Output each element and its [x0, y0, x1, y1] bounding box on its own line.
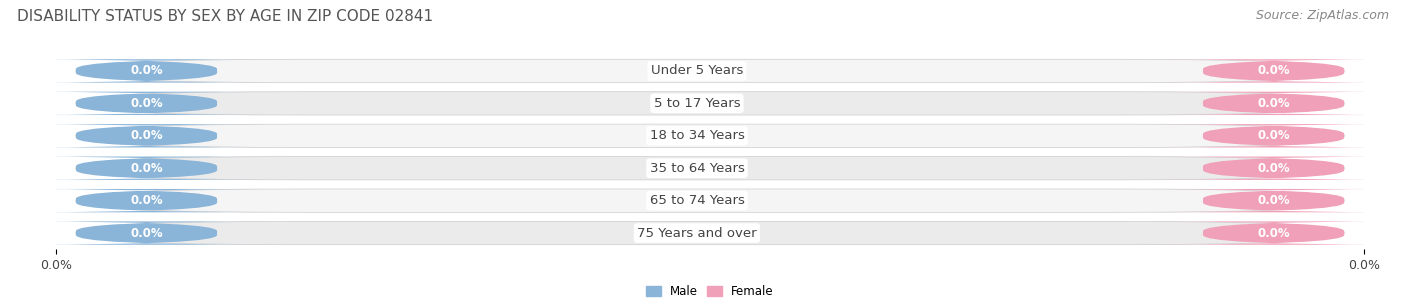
FancyBboxPatch shape: [21, 189, 271, 212]
FancyBboxPatch shape: [1149, 124, 1399, 147]
FancyBboxPatch shape: [21, 92, 271, 115]
FancyBboxPatch shape: [1149, 157, 1399, 180]
FancyBboxPatch shape: [76, 189, 1344, 212]
Text: 0.0%: 0.0%: [1257, 194, 1289, 207]
Text: 35 to 64 Years: 35 to 64 Years: [650, 162, 744, 175]
FancyBboxPatch shape: [76, 157, 1344, 180]
Text: DISABILITY STATUS BY SEX BY AGE IN ZIP CODE 02841: DISABILITY STATUS BY SEX BY AGE IN ZIP C…: [17, 9, 433, 24]
Text: 0.0%: 0.0%: [131, 129, 163, 142]
Legend: Male, Female: Male, Female: [647, 285, 773, 298]
FancyBboxPatch shape: [21, 59, 271, 83]
FancyBboxPatch shape: [1149, 189, 1399, 212]
Text: 0.0%: 0.0%: [131, 64, 163, 78]
Text: 0.0%: 0.0%: [1257, 64, 1289, 78]
Text: 0.0%: 0.0%: [131, 97, 163, 110]
Text: Under 5 Years: Under 5 Years: [651, 64, 744, 78]
Text: 65 to 74 Years: 65 to 74 Years: [650, 194, 744, 207]
Text: 0.0%: 0.0%: [1257, 162, 1289, 175]
FancyBboxPatch shape: [1149, 221, 1399, 245]
Text: 0.0%: 0.0%: [1257, 226, 1289, 240]
Text: 0.0%: 0.0%: [131, 194, 163, 207]
FancyBboxPatch shape: [1149, 92, 1399, 115]
FancyBboxPatch shape: [76, 59, 1344, 83]
Text: Source: ZipAtlas.com: Source: ZipAtlas.com: [1256, 9, 1389, 22]
Text: 75 Years and over: 75 Years and over: [637, 226, 756, 240]
Text: 5 to 17 Years: 5 to 17 Years: [654, 97, 741, 110]
FancyBboxPatch shape: [21, 157, 271, 180]
FancyBboxPatch shape: [1149, 59, 1399, 83]
Text: 0.0%: 0.0%: [1257, 97, 1289, 110]
Text: 18 to 34 Years: 18 to 34 Years: [650, 129, 744, 142]
FancyBboxPatch shape: [76, 124, 1344, 147]
Text: 0.0%: 0.0%: [131, 226, 163, 240]
Text: 0.0%: 0.0%: [1257, 129, 1289, 142]
FancyBboxPatch shape: [21, 221, 271, 245]
FancyBboxPatch shape: [76, 92, 1344, 115]
Text: 0.0%: 0.0%: [131, 162, 163, 175]
FancyBboxPatch shape: [76, 221, 1344, 245]
FancyBboxPatch shape: [21, 124, 271, 147]
